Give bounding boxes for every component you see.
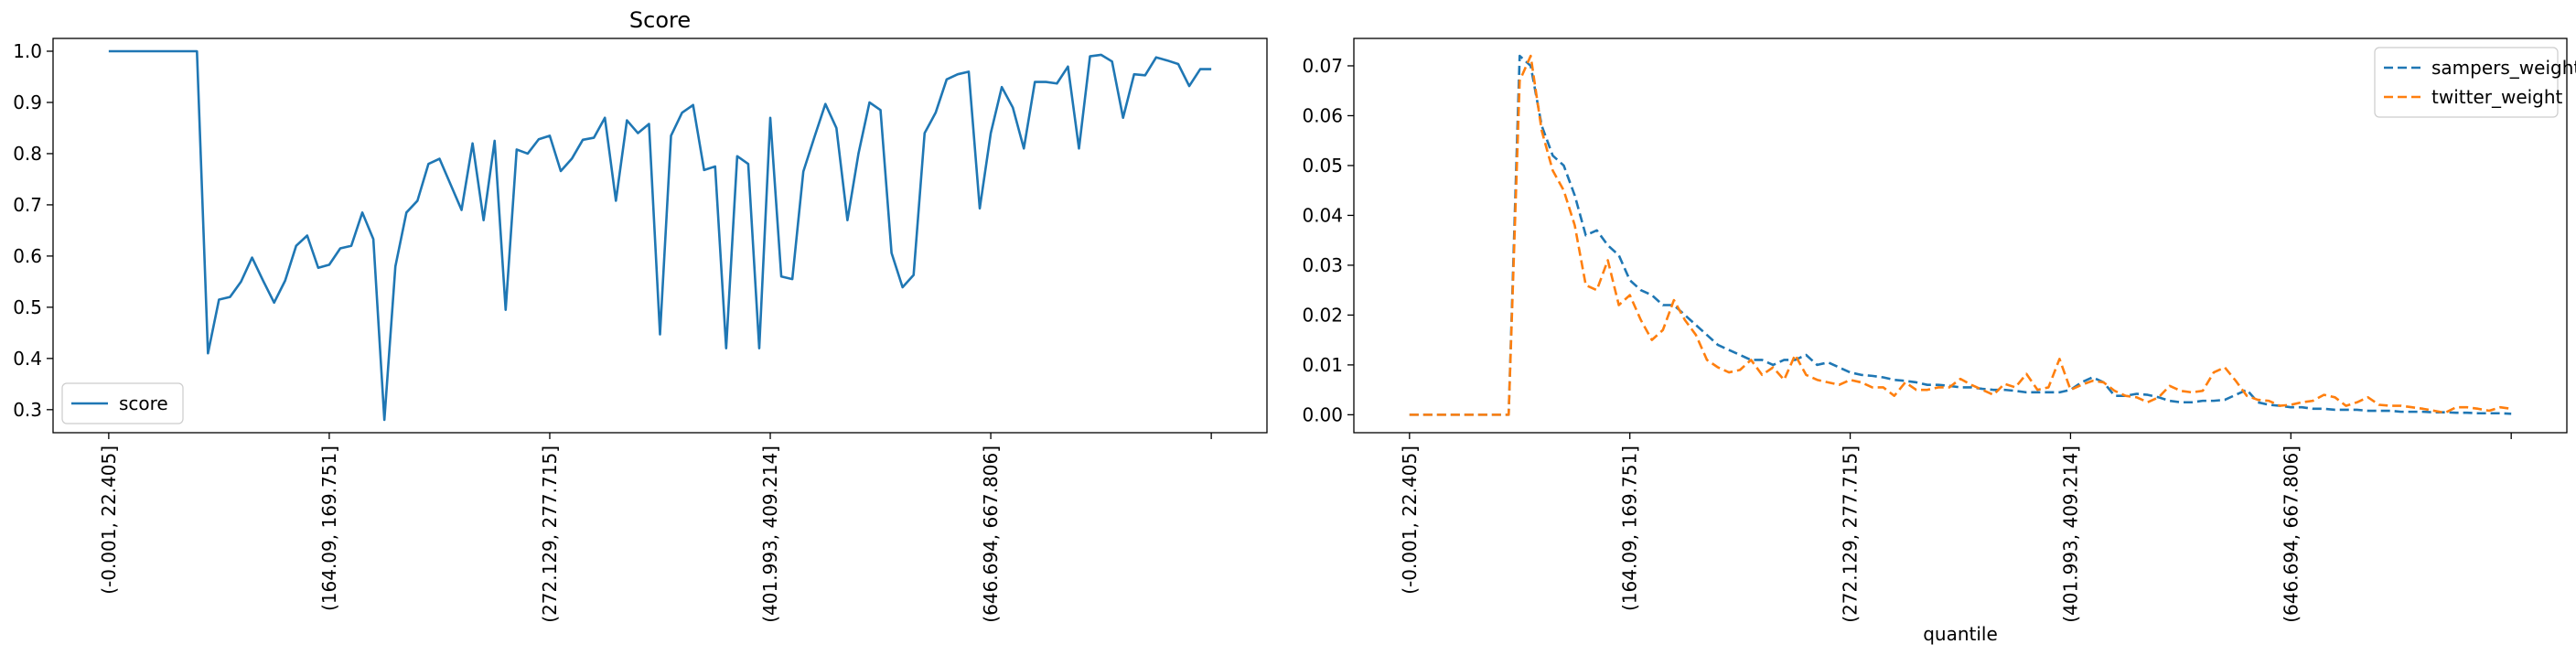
series-group — [1409, 54, 2512, 416]
y-tick-label: 0.03 — [1302, 254, 1343, 276]
x-tick-label: (401.993, 409.214] — [759, 446, 781, 623]
legend-box — [61, 382, 184, 424]
legend: score — [61, 382, 184, 424]
legend-box — [2374, 47, 2559, 118]
y-tick-label: 0.00 — [1302, 403, 1343, 425]
y-tick-label: 0.6 — [13, 245, 42, 267]
y-tick-label: 0.3 — [13, 399, 42, 421]
legend-label: sampers_weight — [2431, 57, 2576, 79]
y-tick-label: 0.9 — [13, 91, 42, 113]
y-tick-label: 1.0 — [13, 40, 42, 62]
y-tick-label: 0.5 — [13, 296, 42, 318]
series-line-twitter-weight — [1409, 54, 2512, 416]
weights-chart-panel: 0.00 0.01 0.02 0.03 0.04 0.05 0.06 0.07 (-0.001,… — [1302, 38, 2576, 645]
y-tick-label: 0.04 — [1302, 204, 1343, 226]
x-tick-label: (-0.001, 22.405] — [1399, 446, 1421, 595]
series-group — [108, 49, 1212, 422]
y-tick-label: 0.07 — [1302, 55, 1343, 77]
x-tick-label: (646.694, 667.806] — [980, 446, 1002, 623]
y-tick-label: 0.01 — [1302, 354, 1343, 376]
series-line-score — [108, 49, 1212, 422]
axes-frame — [52, 38, 1268, 434]
x-tick-label: (401.993, 409.214] — [2059, 446, 2081, 623]
legend: sampers_weight twitter_weight — [2374, 47, 2576, 118]
y-tick-label: 0.06 — [1302, 104, 1343, 126]
series-line-sampers-weight — [1409, 54, 2512, 416]
legend-label: score — [119, 392, 168, 414]
x-axis-label: quantile — [1923, 623, 1998, 645]
y-tick-label: 0.02 — [1302, 304, 1343, 326]
y-tick-label: 0.7 — [13, 194, 42, 216]
y-tick-label: 0.4 — [13, 348, 42, 370]
x-tick-label: (164.09, 169.751] — [318, 446, 340, 611]
x-tick-label: (272.129, 277.715] — [539, 446, 561, 623]
x-tick-label: (164.09, 169.751] — [1619, 446, 1641, 611]
x-tick-label: (272.129, 277.715] — [1840, 446, 1862, 623]
legend-label: twitter_weight — [2431, 86, 2563, 108]
y-tick-label: 0.8 — [13, 143, 42, 165]
chart-title: Score — [629, 7, 691, 33]
x-tick-label: (646.694, 667.806] — [2280, 446, 2302, 623]
score-chart-panel: Score 0.3 0.4 0.5 0.6 0.7 0.8 0.9 1.0 (-0.001, 22… — [13, 7, 1268, 623]
y-tick-label: 0.05 — [1302, 155, 1343, 177]
axes-frame — [1353, 38, 2568, 434]
x-tick-label: (-0.001, 22.405] — [98, 446, 120, 595]
